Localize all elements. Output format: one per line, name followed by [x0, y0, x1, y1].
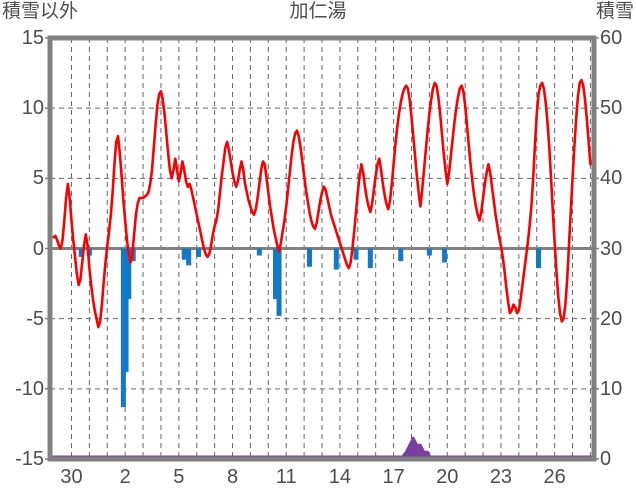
- y-axis-tick-label: 10: [21, 97, 44, 120]
- y-axis-tick-label: -15: [15, 448, 44, 470]
- x-axis-tick-label: 8: [226, 466, 239, 488]
- precipitation-bar: [186, 248, 192, 266]
- x-axis-tick-label: 30: [60, 466, 83, 488]
- precipitation-bar: [181, 248, 187, 260]
- y2-axis-tick-label: 0: [600, 448, 612, 470]
- precipitation-bar: [256, 248, 262, 256]
- precipitation-bar: [426, 248, 432, 256]
- y2-axis-tick-label: 60: [600, 27, 623, 49]
- x-axis-tick-label: 17: [382, 466, 405, 488]
- precipitation-bar: [123, 248, 129, 372]
- y-axis-tick-label: -5: [26, 307, 44, 330]
- y-axis-tick-label: 0: [32, 237, 44, 260]
- precipitation-bar: [276, 248, 282, 316]
- x-axis-tick-label: 14: [328, 466, 352, 488]
- x-axis-tick-label: 11: [275, 466, 297, 488]
- y2-axis-tick-label: 30: [600, 237, 623, 260]
- right-axis-title: 積雪: [595, 1, 634, 22]
- y2-axis-tick-label: 20: [600, 307, 623, 330]
- chart-title: 加仁湯: [289, 1, 347, 22]
- precipitation-bars: [78, 248, 542, 408]
- y2-axis-tick-label: 10: [600, 377, 623, 400]
- precipitation-bar: [120, 248, 126, 408]
- precipitation-bar: [398, 248, 404, 262]
- precipitation-bar: [196, 248, 202, 257]
- y-axis-tick-label: 15: [21, 27, 44, 49]
- precipitation-bar: [126, 248, 132, 300]
- precipitation-bar: [272, 248, 278, 300]
- x-axis-tick-label: 5: [173, 466, 185, 488]
- x-axis-tick-label: 20: [436, 466, 459, 488]
- precipitation-bar: [353, 248, 359, 260]
- temperature-line: [52, 78, 592, 329]
- axis-ticks: [45, 37, 599, 460]
- left-axis-title: 積雪以外: [2, 1, 79, 22]
- y-axis-tick-label: -10: [15, 377, 44, 400]
- precipitation-bar: [333, 248, 339, 270]
- precipitation-bar: [442, 248, 448, 263]
- x-axis-tick-label: 2: [119, 466, 131, 488]
- precipitation-bar: [367, 248, 373, 269]
- precipitation-bar: [536, 248, 542, 269]
- y2-axis-tick-label: 40: [600, 167, 623, 190]
- precipitation-bar: [306, 248, 312, 267]
- y2-axis-tick-label: 50: [600, 97, 623, 120]
- x-axis-tick-label: 23: [489, 466, 513, 488]
- precipitation-bar: [78, 248, 84, 257]
- y-axis-tick-label: 5: [32, 167, 44, 190]
- x-axis-tick-label: 26: [543, 466, 566, 488]
